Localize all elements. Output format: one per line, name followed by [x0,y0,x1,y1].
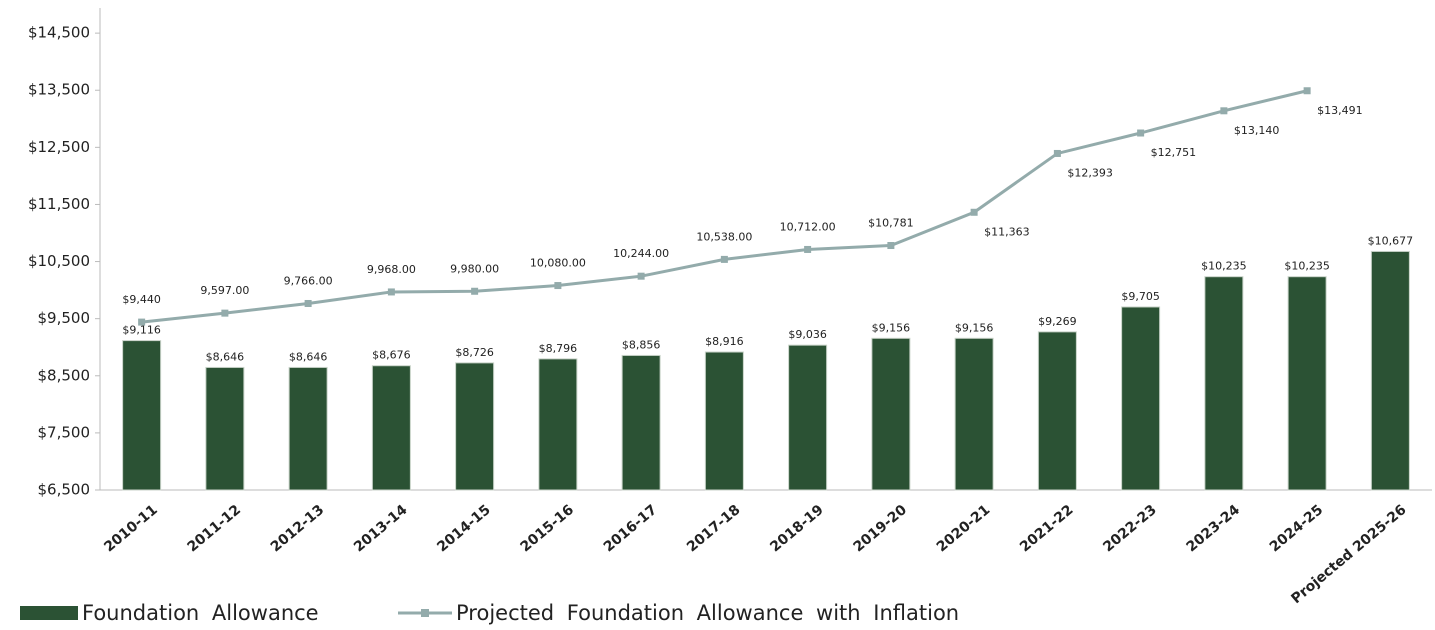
line-marker [720,255,728,263]
x-tick-label: 2011-12 [185,502,245,556]
x-tick-label: 2021-22 [1017,502,1077,556]
bar [288,366,328,491]
bar [1121,306,1161,491]
line-marker [887,242,895,250]
bar [205,366,245,491]
line-value-label: $12,393 [1067,166,1113,179]
y-tick-label: $8,500 [38,366,91,384]
x-tick-label: 2010-11 [101,502,161,556]
x-tick-label: 2012-13 [268,502,328,556]
x-tick-label: 2022-23 [1100,502,1160,556]
y-tick-label: $12,500 [28,138,90,156]
line-value-label: 10,538.00 [696,230,752,243]
bar-value-label: $8,856 [622,338,661,351]
bar [621,354,661,491]
line-marker [637,272,645,280]
line-value-label: 10,712.00 [780,220,836,233]
bar-value-label: $8,646 [206,350,245,363]
line-value-label: $13,491 [1317,104,1363,117]
bar-value-label: $10,235 [1201,260,1247,273]
legend-swatch [20,606,78,620]
legend-swatch [421,609,429,617]
line-value-label: 10,080.00 [530,257,586,270]
line-marker [387,288,395,296]
y-tick-label: $14,500 [28,24,90,42]
bar [371,365,411,491]
x-tick-label: 2017-18 [684,502,744,556]
line-marker [554,282,562,290]
line-marker [970,208,978,216]
line-marker [1137,129,1145,137]
bar [1204,276,1244,491]
line-value-label: $12,751 [1151,146,1197,159]
line-marker [1220,107,1228,115]
line-marker [471,287,479,295]
bar-value-label: $10,235 [1284,260,1330,273]
line-value-label: $11,363 [984,225,1030,238]
bar-value-label: $10,677 [1368,234,1414,247]
bar [954,337,994,491]
bar-value-label: $9,156 [955,321,994,334]
line-marker [804,245,812,253]
bar-value-label: $9,705 [1121,290,1160,303]
bar [871,337,911,491]
line-value-label: $10,781 [868,217,914,230]
y-tick-label: $9,500 [38,309,91,327]
x-tick-label: 2018-19 [767,502,827,556]
line-value-label: 9,968.00 [367,263,416,276]
line-marker [138,318,146,326]
bar [455,362,495,491]
line-marker [1303,87,1311,95]
bar-value-label: $8,726 [455,346,494,359]
x-tick-label: 2016-17 [601,502,661,556]
x-tick-label: 2024-25 [1267,502,1327,556]
bar [704,351,744,491]
y-tick-label: $11,500 [28,195,90,213]
x-tick-label: 2015-16 [518,502,578,556]
line-value-label: $9,440 [122,293,161,306]
legend-label: Foundation Allowance [82,601,319,625]
x-tick-label: 2014-15 [434,502,494,556]
bar-value-label: $8,646 [289,350,328,363]
bar-value-label: $9,156 [872,321,911,334]
bar [1037,331,1077,491]
line-value-label: 10,244.00 [613,247,669,260]
bar-value-label: $8,916 [705,335,744,348]
line-value-label: $13,140 [1234,124,1280,137]
x-tick-label: 2020-21 [934,502,994,556]
bar-value-label: $9,036 [788,328,827,341]
bar [788,344,828,491]
line-marker [1053,149,1061,157]
bar-value-label: $9,116 [122,324,161,337]
line-value-label: 9,766.00 [284,274,333,287]
bar-value-label: $8,796 [539,342,578,355]
line-marker [221,309,229,317]
y-tick-label: $10,500 [28,252,90,270]
legend-label: Projected Foundation Allowance with Infl… [456,601,959,625]
y-tick-label: $13,500 [28,81,90,99]
y-tick-label: $6,500 [38,481,91,499]
x-tick-label: 2019-20 [851,502,911,556]
line-marker [304,299,312,307]
bar-value-label: $9,269 [1038,315,1077,328]
line-value-label: 9,980.00 [450,262,499,275]
line-value-label: 9,597.00 [200,284,249,297]
x-tick-label: 2023-24 [1184,502,1244,556]
bar [1370,250,1410,491]
y-tick-label: $7,500 [38,423,91,441]
x-tick-label: 2013-14 [351,502,411,556]
bar-value-label: $8,676 [372,349,411,362]
bar [122,340,162,491]
bar [538,358,578,491]
bar [1287,276,1327,491]
